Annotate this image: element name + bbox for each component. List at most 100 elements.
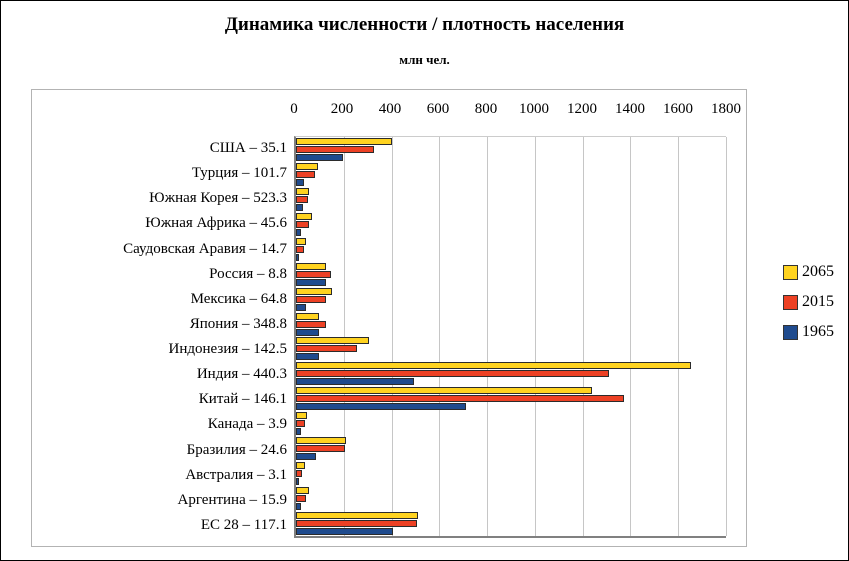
bar-2015 [296, 295, 326, 303]
bar-2065 [296, 187, 310, 195]
bar-2015 [296, 170, 315, 178]
bar-group [296, 237, 726, 262]
chart-units-label: млн чел. [399, 52, 450, 67]
bar-2065 [296, 287, 332, 295]
plot-area [294, 136, 727, 538]
category-label: Саудовская Аравия – 14.7 [123, 240, 287, 257]
gridline [582, 137, 584, 536]
bar-rows [296, 137, 726, 536]
x-tick-label: 1000 [519, 101, 549, 117]
category-label: Турция – 101.7 [191, 165, 287, 182]
bar-1965 [296, 503, 302, 511]
bar-group [296, 486, 726, 511]
gridline [343, 137, 345, 536]
legend-item: 2065 [783, 263, 834, 281]
category-label: Китай – 146.1 [198, 391, 287, 408]
bar-2015 [296, 395, 625, 403]
bar-2065 [296, 487, 310, 495]
gridline [678, 137, 680, 536]
bar-1965 [296, 378, 415, 386]
category-label: Австралия – 3.1 [185, 466, 287, 483]
category-label: Япония – 348.8 [189, 315, 287, 332]
category-label: Южная Корея – 523.3 [149, 190, 287, 207]
bar-2015 [296, 270, 331, 278]
bar-group [296, 137, 726, 162]
legend-label: 2015 [802, 293, 834, 310]
chart-frame: 0 200 400 600 800 1000 1200 1400 1600 1800 США – … [31, 89, 747, 547]
bar-2015 [296, 370, 609, 378]
bar-2015 [296, 245, 304, 253]
bar-2065 [296, 237, 307, 245]
x-axis: 0 200 400 600 800 1000 1200 1400 1600 1800 [290, 90, 741, 136]
bar-2065 [296, 137, 392, 145]
category-label: Мексика – 64.8 [190, 290, 287, 307]
legend-item: 1965 [783, 323, 834, 341]
bar-2015 [296, 520, 417, 528]
category-label: Южная Африка – 45.6 [145, 215, 287, 232]
bar-2015 [296, 470, 302, 478]
chart-legend: 2065 2015 1965 [783, 263, 834, 341]
gridline [439, 137, 441, 536]
bar-1965 [296, 228, 301, 236]
bar-2065 [296, 387, 593, 395]
x-tick-label: 0 [290, 101, 298, 117]
category-label: США – 35.1 [209, 140, 287, 157]
category-label: ЕС 28 – 117.1 [200, 516, 287, 533]
legend-label: 1965 [802, 323, 834, 340]
x-tick-label: 1600 [663, 101, 693, 117]
bar-2065 [296, 462, 306, 470]
bar-2065 [296, 312, 319, 320]
bar-2015 [296, 320, 327, 328]
bar-group [296, 287, 726, 312]
gridline [487, 137, 489, 536]
bar-group [296, 386, 726, 411]
bar-group [296, 262, 726, 287]
legend-swatch-2015 [783, 294, 798, 310]
bar-1965 [296, 428, 301, 436]
bar-1965 [296, 453, 316, 461]
gridline [726, 137, 727, 536]
bar-2015 [296, 220, 310, 228]
legend-item: 2015 [783, 293, 834, 311]
bar-group [296, 212, 726, 237]
gridline [391, 137, 393, 536]
bar-1965 [296, 403, 467, 411]
bar-group [296, 187, 726, 212]
bar-2065 [296, 337, 369, 345]
bar-group [296, 461, 726, 486]
bar-group [296, 436, 726, 461]
x-tick-label: 200 [330, 101, 354, 117]
bar-group [296, 361, 726, 386]
legend-swatch-1965 [783, 324, 798, 340]
x-tick-label: 600 [426, 101, 450, 117]
category-label: Бразилия – 24.6 [186, 441, 287, 458]
bar-2015 [296, 345, 357, 353]
gridlines [296, 137, 727, 536]
bar-2065 [296, 437, 347, 445]
bar-2065 [296, 212, 313, 220]
bar-2015 [296, 445, 345, 453]
bar-1965 [296, 178, 304, 186]
category-label: Индонезия – 142.5 [168, 341, 287, 358]
bar-1965 [296, 328, 320, 336]
bar-1965 [296, 278, 327, 286]
x-tick-label: 1800 [711, 101, 741, 117]
bar-group [296, 337, 726, 362]
bar-1965 [296, 303, 307, 311]
chart-body: США – 35.1 Турция – 101.7 Южная Корея – 52… [32, 136, 727, 538]
x-tick-label: 1200 [566, 101, 597, 117]
x-tick-label: 1400 [615, 101, 645, 117]
bar-2015 [296, 145, 374, 153]
bar-group [296, 411, 726, 436]
category-label: Индия – 440.3 [196, 366, 287, 383]
x-tick-label: 400 [378, 101, 402, 117]
bar-group [296, 511, 726, 536]
bar-2065 [296, 512, 419, 520]
bar-1965 [296, 153, 343, 161]
category-label: Россия – 8.8 [209, 265, 287, 282]
category-label: Аргентина – 15.9 [177, 491, 288, 508]
bar-2065 [296, 412, 308, 420]
bar-group [296, 162, 726, 187]
category-labels: США – 35.1 Турция – 101.7 Южная Корея – 52… [32, 136, 294, 538]
